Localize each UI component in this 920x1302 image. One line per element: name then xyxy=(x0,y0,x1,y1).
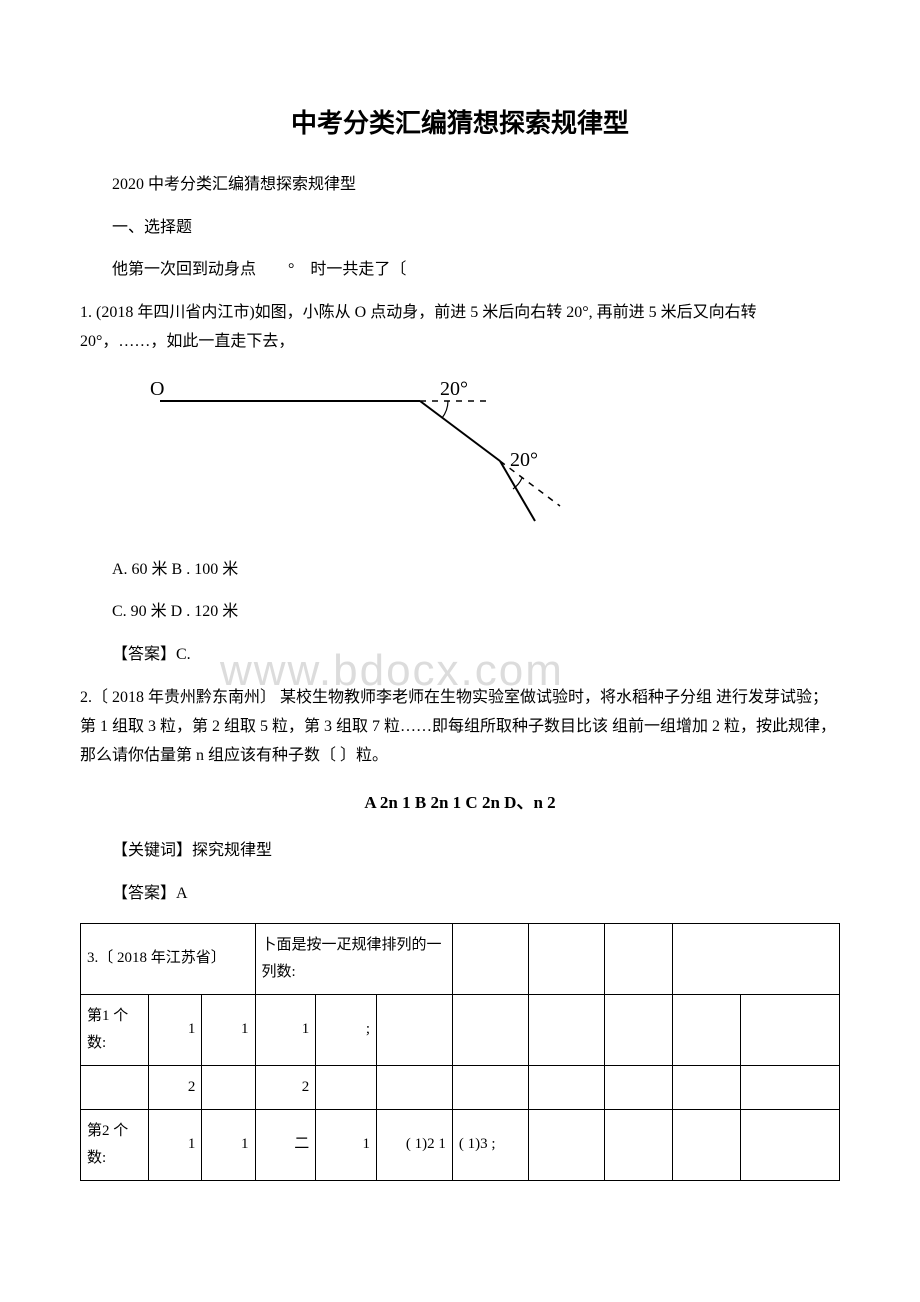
path-diagram: O 20° 20° xyxy=(140,371,840,542)
cell-val: 1 xyxy=(316,1109,377,1180)
cell-q3-stem: 3.〔 2018 年江苏省〕 xyxy=(81,923,256,994)
cell-empty xyxy=(604,1065,672,1109)
angle-label-2: 20° xyxy=(510,449,538,471)
diagram-label-o: O xyxy=(150,378,164,400)
cell-val: 1 xyxy=(202,1109,255,1180)
cell-label: 第1 个数: xyxy=(81,994,149,1065)
cell-empty xyxy=(376,994,452,1065)
cell-empty xyxy=(741,1065,840,1109)
cell-empty xyxy=(316,1065,377,1109)
subtitle: 2020 中考分类汇编猜想探索规律型 xyxy=(80,171,840,200)
cell-val: ( 1)3 ; xyxy=(452,1109,528,1180)
sequence-table: 3.〔 2018 年江苏省〕 卜面是按一疋规律排列的一列数: 第1 个数: 1 … xyxy=(80,923,840,1181)
q1-fragment-line: 他第一次回到动身点 ° 时一共走了〔 xyxy=(80,256,840,285)
q1-options-cd: C. 90 米 D . 120 米 xyxy=(80,598,840,627)
cell-empty xyxy=(672,1109,740,1180)
section-heading: 一、选择题 xyxy=(80,214,840,243)
page-title: 中考分类汇编猜想探索规律型 xyxy=(80,100,840,147)
cell-empty xyxy=(672,923,839,994)
cell-empty xyxy=(528,1109,604,1180)
cell-q3-desc: 卜面是按一疋规律排列的一列数: xyxy=(255,923,452,994)
table-row: 2 2 xyxy=(81,1065,840,1109)
cell-val: 二 xyxy=(255,1109,316,1180)
cell-empty xyxy=(672,1065,740,1109)
q2-keyword: 【关键词】探究规律型 xyxy=(80,837,840,866)
q2-options: A 2n 1 B 2n 1 C 2n D、n 2 xyxy=(80,788,840,819)
cell-empty xyxy=(604,923,672,994)
cell-val: 1 xyxy=(149,1109,202,1180)
cell-empty xyxy=(81,1065,149,1109)
cell-val: 2 xyxy=(255,1065,316,1109)
cell-val: 1 xyxy=(255,994,316,1065)
q1-answer: 【答案】C. xyxy=(80,641,840,670)
cell-empty xyxy=(452,1065,528,1109)
cell-val: 1 xyxy=(202,994,255,1065)
cell-empty xyxy=(741,994,840,1065)
table-row: 第1 个数: 1 1 1 ; xyxy=(81,994,840,1065)
cell-label: 第2 个数: xyxy=(81,1109,149,1180)
q1-text: 1. (2018 年四川省内江市)如图，小陈从 O 点动身，前进 5 米后向右转… xyxy=(80,299,840,357)
cell-empty xyxy=(528,1065,604,1109)
cell-empty xyxy=(741,1109,840,1180)
cell-empty xyxy=(452,923,528,994)
cell-empty xyxy=(452,994,528,1065)
cell-val: 2 xyxy=(149,1065,202,1109)
cell-empty xyxy=(202,1065,255,1109)
cell-empty xyxy=(672,994,740,1065)
cell-empty xyxy=(604,1109,672,1180)
cell-empty xyxy=(528,994,604,1065)
q2-text: 2.〔 2018 年贵州黔东南州〕 某校生物教师李老师在生物实验室做试验时，将水… xyxy=(80,684,840,770)
cell-val: ; xyxy=(316,994,377,1065)
table-row: 第2 个数: 1 1 二 1 ( 1)2 1 ( 1)3 ; xyxy=(81,1109,840,1180)
cell-empty xyxy=(376,1065,452,1109)
angle-label-1: 20° xyxy=(440,378,468,400)
q2-answer: 【答案】A xyxy=(80,880,840,909)
table-row: 3.〔 2018 年江苏省〕 卜面是按一疋规律排列的一列数: xyxy=(81,923,840,994)
cell-empty xyxy=(528,923,604,994)
cell-empty xyxy=(604,994,672,1065)
cell-val: 1 xyxy=(149,994,202,1065)
cell-val: ( 1)2 1 xyxy=(376,1109,452,1180)
q1-options-ab: A. 60 米 B . 100 米 xyxy=(80,556,840,585)
